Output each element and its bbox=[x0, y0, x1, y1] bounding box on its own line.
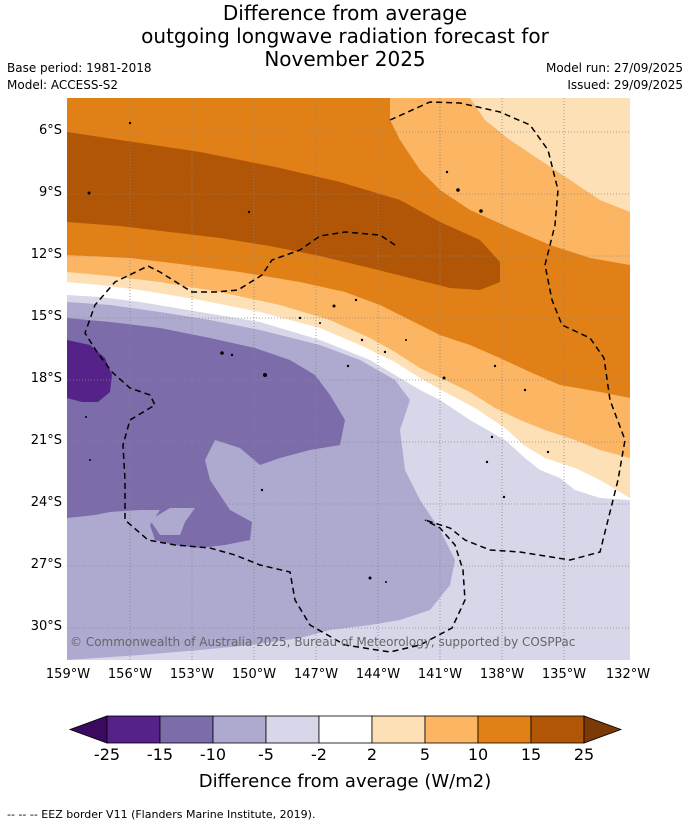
lon-label-156w: 156°W bbox=[107, 667, 153, 682]
island-marker bbox=[456, 188, 460, 192]
island-marker bbox=[368, 576, 372, 580]
colorbar-tick: 5 bbox=[419, 745, 431, 764]
island-marker bbox=[502, 495, 506, 499]
lon-label-153w: 153°W bbox=[169, 667, 215, 682]
island-marker bbox=[354, 298, 358, 302]
island-marker bbox=[485, 460, 489, 464]
colorbar-swatch bbox=[371, 715, 426, 744]
eez-borders bbox=[84, 101, 626, 653]
colorbar-extend-low bbox=[68, 715, 108, 744]
island-marker bbox=[85, 416, 87, 418]
lon-label-132w: 132°W bbox=[605, 667, 651, 682]
lon-label-150w: 150°W bbox=[231, 667, 277, 682]
lon-label-159w: 159°W bbox=[45, 667, 91, 682]
island-marker bbox=[493, 364, 497, 368]
island-marker bbox=[383, 350, 387, 354]
colorbar-tick: -15 bbox=[146, 745, 174, 764]
gridlines bbox=[67, 98, 630, 660]
island-marker bbox=[523, 388, 527, 392]
lon-label-147w: 147°W bbox=[293, 667, 339, 682]
colorbar-tick: -5 bbox=[258, 745, 274, 764]
eez-legend: -- -- -- EEZ border V11 (Flanders Marine… bbox=[7, 808, 316, 821]
island-marker bbox=[247, 210, 251, 214]
lat-label-12s: 12°S bbox=[30, 247, 62, 262]
colorbar-tick: 10 bbox=[467, 745, 489, 764]
islands bbox=[85, 121, 550, 583]
base-period: Base period: 1981-2018 bbox=[7, 61, 152, 75]
colorbar-tick: -10 bbox=[199, 745, 227, 764]
lon-label-138w: 138°W bbox=[479, 667, 525, 682]
colorbar-tick: -2 bbox=[311, 745, 327, 764]
island-marker bbox=[442, 376, 446, 380]
chart-title: Difference from average outgoing longwav… bbox=[0, 2, 690, 71]
band-10-to-15-mid bbox=[500, 250, 630, 300]
lat-label-6s: 6°S bbox=[38, 123, 62, 138]
colorbar-swatch bbox=[530, 715, 585, 744]
meta-left: Base period: 1981-2018 Model: ACCESS-S2 bbox=[7, 60, 152, 94]
island-marker bbox=[490, 435, 494, 439]
title-line-1: Difference from average bbox=[222, 1, 468, 25]
meta-right: Model run: 27/09/2025 Issued: 29/09/2025 bbox=[546, 60, 683, 94]
island-marker bbox=[230, 353, 234, 357]
island-marker bbox=[220, 351, 224, 355]
lat-label-24s: 24°S bbox=[30, 495, 62, 510]
anomaly-field bbox=[67, 98, 630, 660]
lon-label-144w: 144°W bbox=[355, 667, 401, 682]
lat-label-15s: 15°S bbox=[30, 309, 62, 324]
colorbar-swatch bbox=[159, 715, 214, 744]
colorbar-tick: 25 bbox=[573, 745, 595, 764]
island-marker bbox=[319, 322, 321, 324]
issued-date: Issued: 29/09/2025 bbox=[567, 78, 683, 92]
title-line-2: outgoing longwave radiation forecast for bbox=[141, 24, 549, 48]
colorbar-swatch bbox=[265, 715, 320, 744]
colorbar-tick: 2 bbox=[366, 745, 378, 764]
colorbar-label: Difference from average (W/m2) bbox=[198, 771, 492, 792]
colorbar-swatch bbox=[424, 715, 479, 744]
island-marker bbox=[405, 339, 407, 341]
lat-label-18s: 18°S bbox=[30, 371, 62, 386]
lat-label-27s: 27°S bbox=[30, 557, 62, 572]
colorbar-swatch bbox=[212, 715, 267, 744]
island-marker bbox=[298, 316, 302, 320]
colorbar-swatch bbox=[477, 715, 532, 744]
band-neg-15-to-neg-10 bbox=[67, 318, 345, 548]
island-marker bbox=[346, 364, 350, 368]
island-marker bbox=[332, 304, 336, 308]
colorbar bbox=[68, 715, 623, 744]
lon-label-135w: 135°W bbox=[541, 667, 587, 682]
colorbar-swatch bbox=[318, 715, 373, 744]
island-marker bbox=[87, 191, 91, 195]
island-marker bbox=[128, 121, 132, 125]
island-marker bbox=[263, 373, 267, 377]
band-lavender-patch bbox=[150, 508, 195, 535]
lat-label-9s: 9°S bbox=[38, 185, 62, 200]
island-marker bbox=[260, 488, 264, 492]
lon-label-141w: 141°W bbox=[417, 667, 463, 682]
lat-label-30s: 30°S bbox=[30, 619, 62, 634]
island-marker bbox=[385, 581, 387, 583]
band-15-to-25 bbox=[67, 132, 500, 290]
island-marker bbox=[479, 209, 483, 213]
eez-border-french-polynesia bbox=[389, 101, 626, 561]
colorbar-swatch bbox=[106, 715, 161, 744]
copyright-notice: © Commonwealth of Australia 2025, Bureau… bbox=[70, 635, 575, 649]
colorbar-extend-high bbox=[583, 715, 623, 744]
model-name: Model: ACCESS-S2 bbox=[7, 78, 119, 92]
model-run: Model run: 27/09/2025 bbox=[545, 61, 683, 75]
colorbar-tick: 15 bbox=[520, 745, 542, 764]
band-neg-25-to-neg-15 bbox=[67, 340, 112, 402]
title-line-3: November 2025 bbox=[264, 47, 426, 71]
island-marker bbox=[445, 170, 449, 174]
island-marker bbox=[360, 338, 364, 342]
lat-label-21s: 21°S bbox=[30, 433, 62, 448]
island-marker bbox=[89, 459, 91, 461]
colorbar-tick: -25 bbox=[93, 745, 121, 764]
island-marker bbox=[546, 450, 550, 454]
